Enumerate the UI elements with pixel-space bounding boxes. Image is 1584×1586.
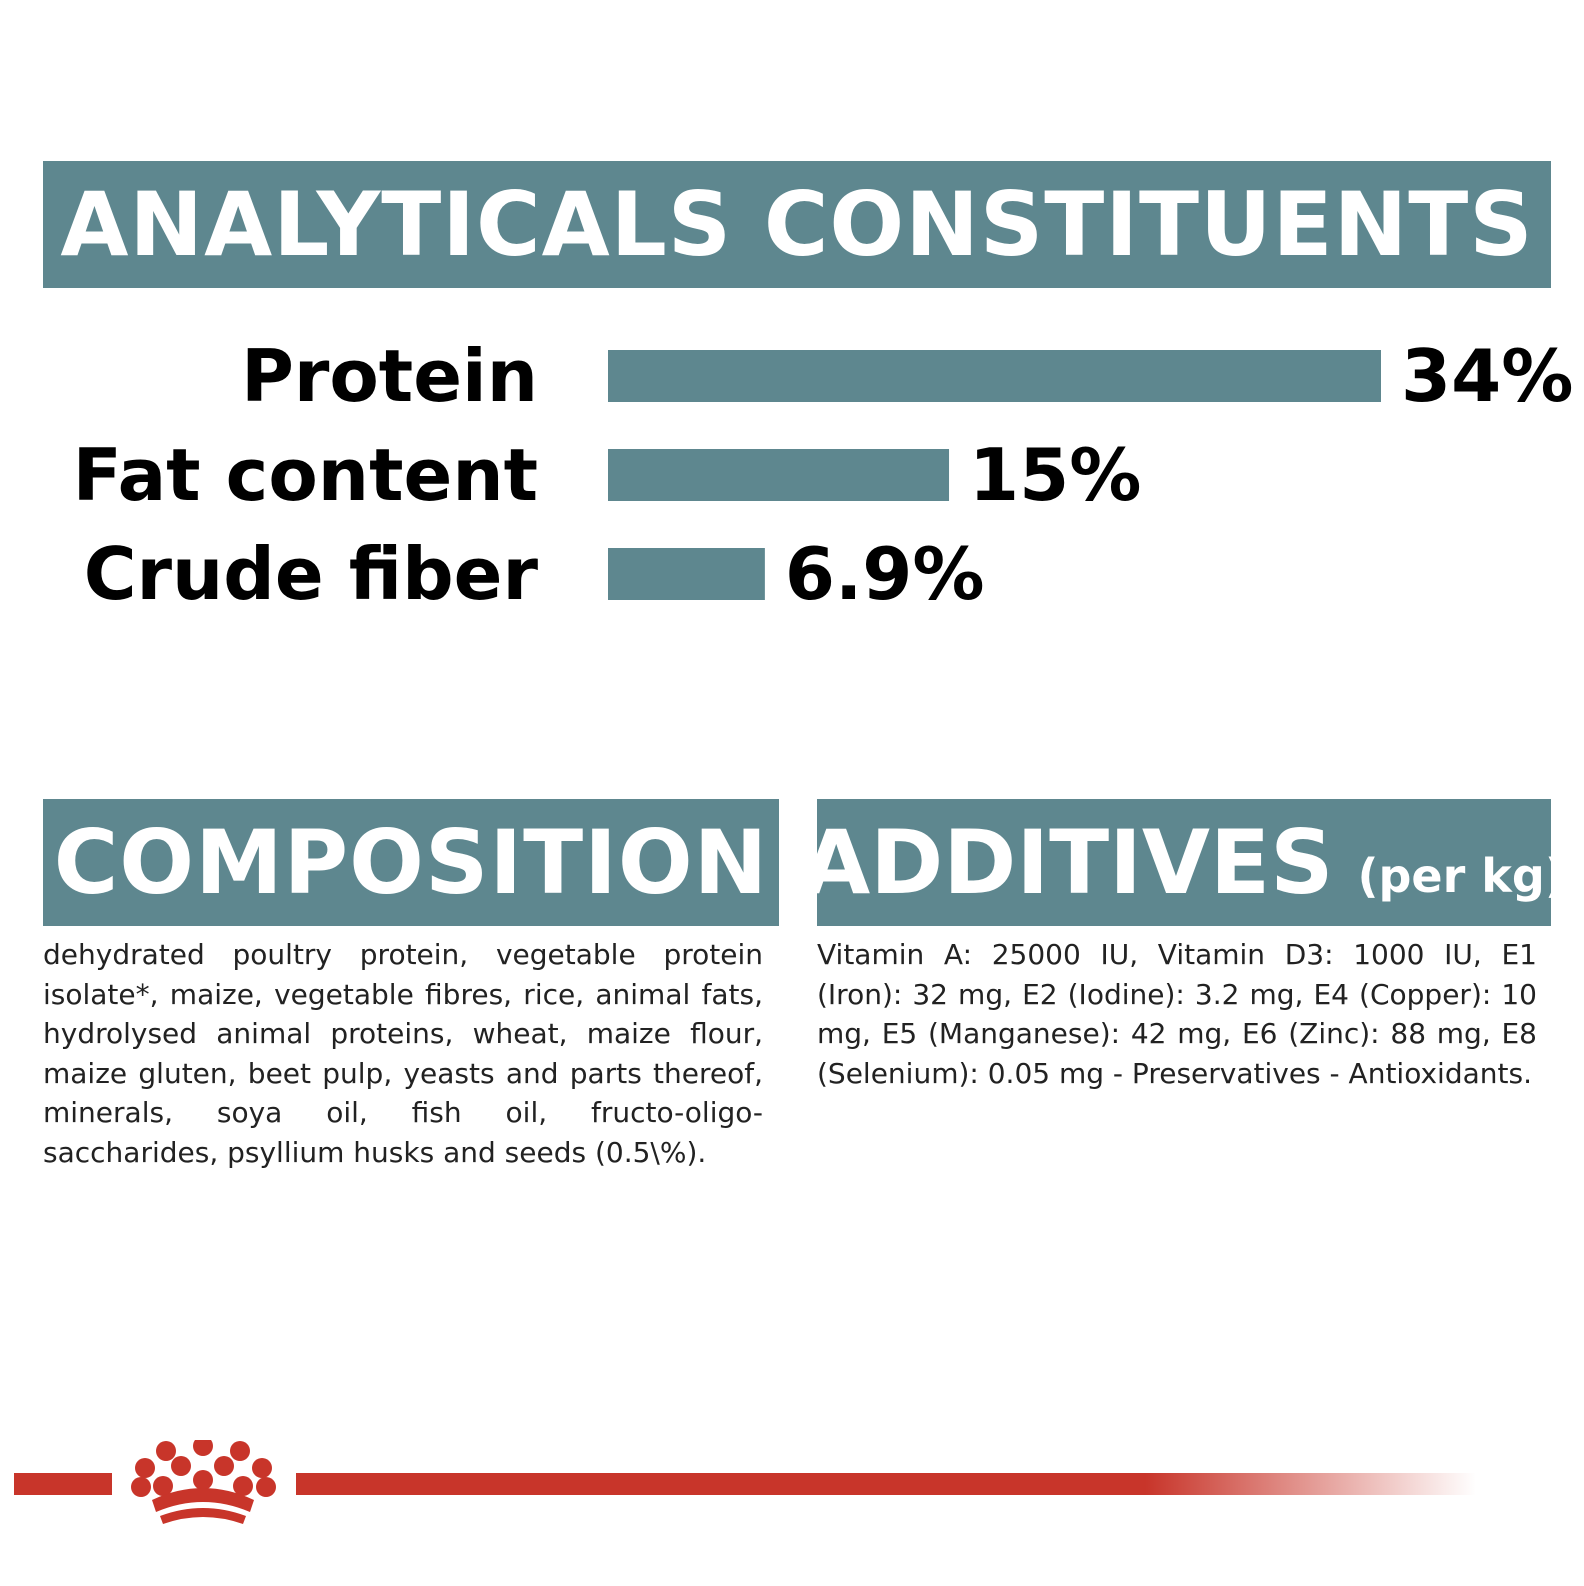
composition-banner: COMPOSITION	[43, 799, 779, 926]
category-label-2: Fat content	[73, 433, 538, 517]
composition-text: dehydrated poultry protein, vegetable pr…	[43, 938, 763, 1169]
brand-footer	[14, 1440, 1476, 1524]
analytical-constituents-title: ANALYTICALS CONSTITUENTS	[60, 173, 1534, 276]
analytical-constituents-banner: ANALYTICALS CONSTITUENTS	[43, 161, 1551, 288]
value-label-3: 6.9%	[785, 532, 985, 616]
composition-title: COMPOSITION	[53, 811, 769, 914]
brand-stripe-left	[14, 1473, 112, 1495]
bar-2	[608, 449, 950, 501]
additives-banner: ADDITIVES (per kg)	[817, 799, 1551, 926]
analytical-constituents-chart: Protein 34% Fat content 15% Crude fiber 6.9%	[73, 334, 1574, 616]
value-label-1: 34%	[1401, 334, 1573, 418]
category-label-1: Protein	[241, 334, 538, 418]
brand-stripe-right	[296, 1473, 1476, 1495]
category-label-3: Crude fiber	[84, 532, 539, 616]
additives-title: ADDITIVES	[817, 811, 1334, 914]
royal-canin-crown-icon	[131, 1440, 276, 1524]
additives-text: Vitamin A: 25000 IU, Vitamin D3: 1000 IU…	[817, 938, 1537, 1090]
bar-3	[608, 548, 765, 600]
value-label-2: 15%	[969, 433, 1141, 517]
bar-1	[608, 350, 1381, 402]
additives-unit: (per kg)	[1357, 848, 1551, 903]
